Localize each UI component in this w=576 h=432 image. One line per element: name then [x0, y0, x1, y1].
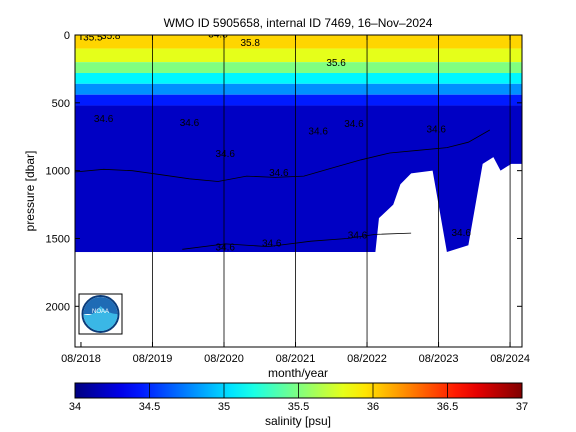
contour-label-13: 34.6	[215, 243, 235, 254]
y-tick-label-3: 1500	[46, 233, 70, 245]
contour-label-2: 34.8	[208, 30, 228, 41]
x-axis-label: month/year	[268, 366, 328, 380]
contour-label-8: 34.6	[269, 168, 289, 179]
y-axis: 0 500 1000 1500 2000	[46, 30, 522, 313]
contour-label-7: 34.6	[215, 149, 235, 160]
salinity-layer-4	[75, 83, 522, 95]
x-tick-label-6: 08/2024	[490, 353, 530, 365]
plot-area: 35.535.8 34.835.835.634.6 34.634.634.634.6…	[75, 30, 522, 347]
x-tick-label-4: 08/2022	[347, 353, 387, 365]
salinity-layer-6	[75, 105, 522, 253]
colorbar-tick-label-6: 37	[516, 401, 528, 413]
no-data-mask	[75, 157, 522, 347]
no-data-region	[75, 157, 522, 347]
salinity-layer-0	[75, 35, 522, 49]
x-tick-label-0: 08/2018	[61, 353, 101, 365]
logo-sky	[83, 297, 118, 314]
contour-label-10: 34.6	[344, 119, 364, 130]
contour-label-5: 34.6	[94, 114, 114, 125]
colorbar-tick-label-4: 36	[367, 401, 379, 413]
contour-label-0: 35.5	[83, 32, 103, 43]
x-axis: 08/2018 08/2019 08/2020 08/2021 08/2022 08/20…	[61, 35, 530, 365]
colorbar-tick-label-1: 34.5	[139, 401, 160, 413]
contour-label-12: 34.6	[451, 228, 471, 239]
salinity-layer-3	[75, 72, 522, 84]
noaa-logo: NOAA	[78, 293, 123, 335]
x-tick-label-2: 08/2020	[204, 353, 244, 365]
colorbar-tick-label-2: 35	[218, 401, 230, 413]
contour-label-15: 34.6	[348, 230, 368, 241]
contour-label-4: 35.6	[326, 58, 346, 69]
contour-labels: 35.535.8 34.835.835.634.6 34.634.634.634.6…	[83, 30, 471, 254]
x-tick-label-3: 08/2021	[276, 353, 316, 365]
logo-text: NOAA	[92, 309, 109, 315]
contour-label-11: 34.6	[426, 125, 446, 136]
salinity-layer-2	[75, 62, 522, 73]
logo-wave	[83, 306, 118, 331]
contour-34-6-0	[75, 129, 490, 182]
y-axis-label: pressure [dbar]	[23, 151, 37, 232]
contour-label-14: 34.6	[262, 239, 282, 250]
year-gridlines	[152, 35, 511, 347]
plot-frame	[74, 34, 523, 348]
salinity-layer-5	[75, 94, 522, 106]
y-tick-label-4: 2000	[46, 301, 70, 313]
colorbar-ticks: 34 34.5 35 35.5 36 36.5 37	[69, 383, 528, 413]
contour-34-6-1	[182, 232, 412, 250]
y-tick-label-1: 500	[52, 98, 70, 110]
contour-label-1: 35.8	[101, 31, 121, 42]
contour-lines	[75, 129, 490, 250]
colorbar-tick-label-0: 34	[69, 401, 81, 413]
x-tick-label-5: 08/2023	[419, 353, 459, 365]
y-tick-label-0: 0	[64, 30, 70, 42]
salinity-layers	[75, 35, 522, 253]
colorbar-tick-label-3: 35.5	[288, 401, 309, 413]
y-tick-label-2: 1000	[46, 166, 70, 178]
chart-title: WMO ID 5905658, internal ID 7469, 16–Nov…	[164, 16, 433, 30]
contour-label-6: 34.6	[180, 118, 200, 129]
colorbar-label: salinity [psu]	[265, 414, 331, 428]
contour-label-3: 35.8	[240, 38, 260, 49]
x-tick-label-1: 08/2019	[133, 353, 173, 365]
salinity-layer-1	[75, 48, 522, 63]
contour-label-9: 34.6	[308, 127, 328, 138]
colorbar-tick-label-5: 36.5	[437, 401, 458, 413]
